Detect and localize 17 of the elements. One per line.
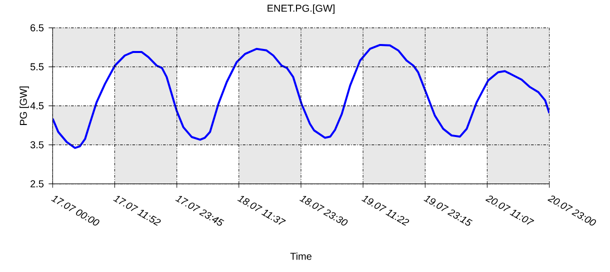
x-tick-label: 17.07 11:52 xyxy=(113,196,161,226)
y-tick-label: 4.5 xyxy=(30,102,44,110)
x-tick-label: 17.07 00:00 xyxy=(51,196,100,226)
x-tick-label: 17.07 23:45 xyxy=(175,196,224,226)
y-tick-label: 3.5 xyxy=(30,141,44,148)
x-tick-label: 19.07 11:22 xyxy=(361,196,410,226)
x-tick-label: 18.07 11:37 xyxy=(237,196,286,225)
y-tick-label: 2.5 xyxy=(30,180,44,188)
y-tick-label: 6.5 xyxy=(30,24,44,32)
y-axis-title: PG [GW] xyxy=(20,86,29,126)
chart-title: ENET.PG.[GW] xyxy=(268,4,334,14)
x-axis-title: Time xyxy=(290,252,312,260)
x-tick-label: 20.07 11:07 xyxy=(485,196,534,225)
x-tick-label: 20.07 23:00 xyxy=(548,196,596,226)
x-tick-label: 18.07 23:30 xyxy=(299,196,348,226)
y-tick-label: 5.5 xyxy=(30,63,44,70)
x-tick-label: 19.07 23:15 xyxy=(424,196,473,226)
